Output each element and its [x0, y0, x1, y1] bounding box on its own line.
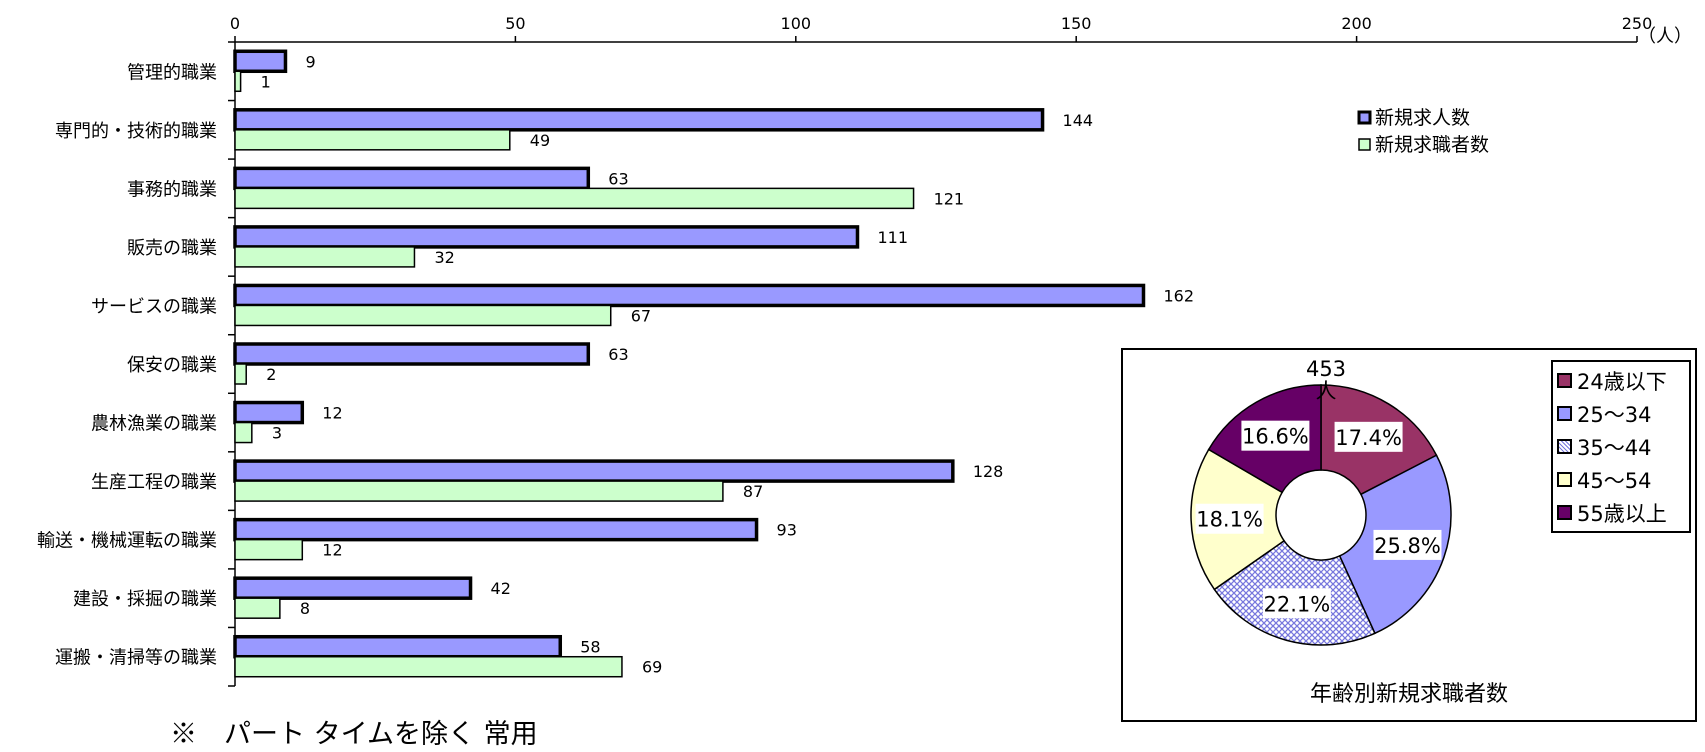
donut-legend-swatch: [1557, 439, 1572, 454]
x-tick-label: 250: [1622, 14, 1653, 33]
x-tick-label: 0: [230, 14, 240, 33]
bar-new-job-seekers: [234, 597, 281, 619]
bar-new-job-seekers: [234, 538, 304, 561]
x-tick-label: 100: [781, 14, 812, 33]
age-donut-chart-panel: 17.4% 25.8% 22.1% 18.1% 16.6% 453 人 24歳以下 25～3…: [1121, 348, 1697, 722]
data-label: 87: [743, 482, 763, 501]
data-label: 67: [631, 306, 651, 325]
bar-new-job-openings: [233, 49, 288, 74]
bar-new-job-seekers: [234, 655, 623, 678]
category-label: 建設・採掘の職業: [73, 589, 217, 610]
donut-legend-swatch: [1557, 505, 1572, 520]
legend-label: 新規求人数: [1375, 107, 1470, 129]
footnote: ※ パート タイムを除く 常用: [170, 719, 538, 750]
bar-new-job-openings: [233, 225, 860, 249]
donut-legend-label: 25～34: [1577, 402, 1652, 427]
data-label: 58: [580, 638, 600, 657]
category-label: 保安の職業: [127, 355, 217, 376]
category-label: 事務的職業: [127, 179, 217, 200]
donut-label-box: [1373, 529, 1442, 560]
data-label: 12: [322, 404, 342, 423]
donut-total-label: 453 人: [1305, 357, 1347, 403]
data-label: 49: [530, 131, 550, 150]
donut-legend-label: 24歳以下: [1577, 369, 1667, 394]
bar-new-job-openings: [233, 283, 1146, 308]
donut-legend-item: 24歳以下: [1557, 364, 1685, 397]
bar-new-job-openings: [233, 576, 473, 600]
category-label: 運搬・清掃等の職業: [55, 648, 217, 669]
data-label: 32: [434, 248, 454, 267]
data-label: 111: [877, 228, 908, 247]
bar-new-job-seekers: [234, 129, 511, 151]
category-label: 専門的・技術的職業: [55, 121, 217, 142]
donut-legend-label: 55歳以上: [1577, 501, 1667, 526]
donut-value-label: 17.4%: [1335, 426, 1402, 450]
category-label: 農林漁業の職業: [91, 414, 217, 435]
data-label: 63: [608, 345, 628, 364]
donut-legend: 24歳以下 25～34 35～44 45～54 55歳以上: [1551, 360, 1691, 533]
bar-new-job-openings: [233, 108, 1045, 132]
bar-new-job-seekers: [234, 246, 416, 268]
category-label: 輸送・機械運転の職業: [37, 531, 217, 552]
bar-new-job-openings: [233, 459, 955, 483]
legend-swatch: [1358, 138, 1371, 151]
donut-legend-item: 45～54: [1557, 463, 1685, 496]
bar-new-job-seekers: [234, 480, 724, 502]
donut-value-label: 18.1%: [1196, 508, 1263, 532]
data-label: 162: [1163, 286, 1194, 305]
age-donut-chart: 17.4% 25.8% 22.1% 18.1% 16.6%: [1190, 384, 1452, 646]
data-label: 128: [973, 462, 1004, 481]
bar-new-job-seekers: [234, 304, 612, 327]
donut-label-box: [1195, 503, 1264, 534]
bar-new-job-openings: [233, 342, 591, 366]
donut-legend-item: 55歳以上: [1557, 496, 1685, 529]
donut-legend-swatch: [1557, 472, 1572, 487]
donut-legend-item: 25～34: [1557, 397, 1685, 430]
category-label: 販売の職業: [127, 238, 217, 259]
bar-new-job-openings: [233, 400, 305, 425]
legend-swatch: [1357, 110, 1372, 125]
donut-legend-item: 35～44: [1557, 430, 1685, 463]
bar-new-job-openings: [233, 517, 759, 542]
data-label: 1: [261, 72, 271, 91]
data-label: 121: [934, 189, 965, 208]
data-label: 9: [305, 52, 315, 71]
legend-label: 新規求職者数: [1375, 134, 1489, 156]
donut-legend-swatch: [1557, 406, 1572, 421]
data-label: 3: [272, 424, 282, 443]
category-label: 管理的職業: [127, 62, 217, 83]
x-tick-label: 50: [505, 14, 525, 33]
bar-new-job-seekers: [234, 421, 253, 444]
donut-chart-title: 年齢別新規求職者数: [1309, 682, 1508, 707]
donut-legend-label: 45～54: [1577, 468, 1652, 493]
data-label: 42: [491, 579, 511, 598]
bar-new-job-openings: [233, 166, 591, 191]
bar-new-job-openings: [233, 634, 563, 659]
donut-label-box: [1262, 588, 1331, 619]
donut-value-label: 16.6%: [1242, 425, 1309, 449]
bar-new-job-seekers: [234, 187, 915, 210]
category-label: 生産工程の職業: [91, 472, 217, 493]
donut-value-label: 22.1%: [1263, 592, 1330, 616]
data-label: 2: [266, 365, 276, 384]
donut-value-label: 25.8%: [1374, 534, 1441, 558]
category-label: サービスの職業: [91, 296, 217, 317]
bar-new-job-seekers: [234, 363, 247, 385]
bar-new-job-seekers: [234, 70, 242, 93]
data-label: 63: [608, 169, 628, 188]
data-label: 69: [642, 658, 662, 677]
data-label: 12: [322, 541, 342, 560]
data-label: 93: [777, 521, 797, 540]
x-tick-label: 200: [1341, 14, 1372, 33]
x-unit-label: （人）: [1638, 26, 1692, 47]
data-label: 144: [1063, 111, 1094, 130]
data-label: 8: [300, 599, 310, 618]
donut-legend-swatch: [1557, 373, 1572, 388]
donut-legend-label: 35～44: [1577, 435, 1652, 460]
x-tick-label: 150: [1061, 14, 1092, 33]
donut-label-box: [1241, 420, 1310, 451]
donut-label-box: [1334, 421, 1403, 452]
